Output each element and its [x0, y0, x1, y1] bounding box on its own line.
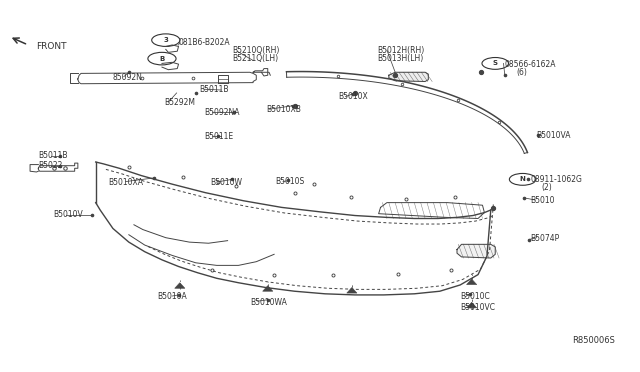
Text: B5011B: B5011B — [38, 151, 68, 160]
Text: B5011B: B5011B — [199, 85, 228, 94]
Text: B5010V: B5010V — [54, 210, 83, 219]
Text: B5012H(RH): B5012H(RH) — [378, 46, 424, 55]
Polygon shape — [457, 244, 495, 258]
Text: B5292M: B5292M — [164, 98, 195, 107]
Text: B5010XA: B5010XA — [108, 178, 143, 187]
Text: B: B — [159, 56, 164, 62]
Text: 3: 3 — [163, 37, 168, 43]
Text: 08911-1062G: 08911-1062G — [531, 175, 582, 184]
Polygon shape — [175, 283, 185, 288]
Text: 08566-6162A: 08566-6162A — [505, 60, 556, 69]
Text: (2): (2) — [541, 183, 552, 192]
Text: B5010: B5010 — [531, 196, 555, 205]
Text: B5011E: B5011E — [204, 132, 233, 141]
Text: (6): (6) — [516, 68, 527, 77]
Text: B5010XB: B5010XB — [266, 105, 301, 114]
Text: B5010VA: B5010VA — [537, 131, 571, 140]
Text: B5013H(LH): B5013H(LH) — [378, 54, 424, 63]
Text: B5010WA: B5010WA — [250, 298, 287, 307]
Text: N: N — [520, 176, 525, 182]
Text: B5010S: B5010S — [275, 177, 305, 186]
Text: B5022: B5022 — [38, 161, 63, 170]
Text: B5210Q(RH): B5210Q(RH) — [233, 46, 280, 55]
Text: B5010C: B5010C — [460, 292, 490, 301]
Text: B5010A: B5010A — [157, 292, 188, 301]
Text: FRONT: FRONT — [36, 42, 67, 51]
Polygon shape — [262, 286, 273, 291]
Text: B5092NA: B5092NA — [204, 108, 239, 117]
Text: B5211Q(LH): B5211Q(LH) — [233, 54, 279, 63]
Text: S: S — [493, 60, 498, 67]
Text: B5074P: B5074P — [531, 234, 559, 243]
Polygon shape — [347, 288, 357, 293]
Text: 85092N: 85092N — [113, 73, 143, 81]
Polygon shape — [467, 279, 477, 285]
Text: B5010W: B5010W — [211, 178, 243, 187]
Text: 081B6-B202A: 081B6-B202A — [179, 38, 230, 47]
Text: B5010X: B5010X — [338, 92, 367, 101]
Polygon shape — [467, 302, 477, 308]
Text: B5010VC: B5010VC — [460, 302, 495, 312]
Polygon shape — [389, 72, 428, 81]
Text: R850006S: R850006S — [572, 336, 614, 345]
